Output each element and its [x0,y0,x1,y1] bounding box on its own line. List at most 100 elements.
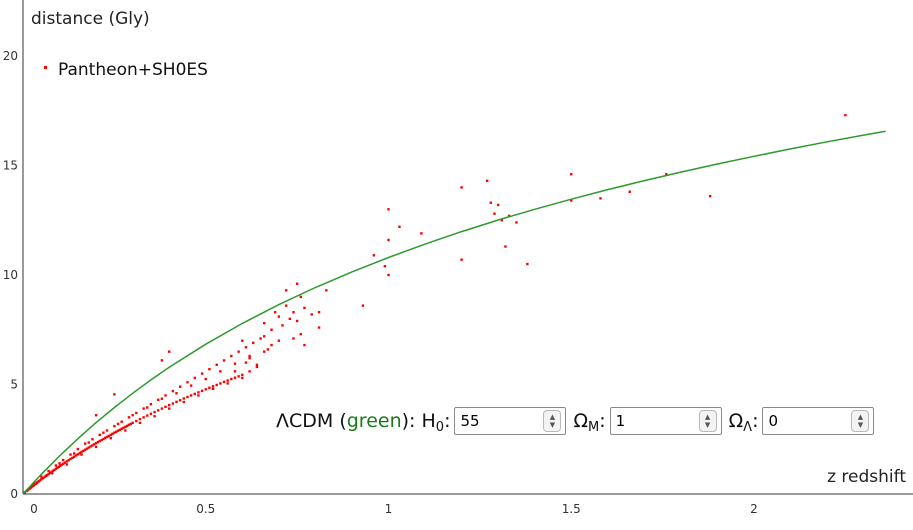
data-point [372,254,376,257]
chevron-up-icon[interactable]: ▲ [549,413,556,421]
data-point [48,471,52,475]
data-point [186,395,189,399]
data-point [500,219,504,222]
y-axis-title: distance (Gly) [31,9,150,29]
omega-m-spinner[interactable]: 1 ▲ ▼ [609,407,722,435]
data-point [38,479,42,482]
data-point [193,392,196,396]
data-point [118,428,122,432]
data-point [489,201,493,204]
data-point [310,313,313,316]
data-point [292,337,295,340]
data-point [266,348,270,351]
data-point [58,462,61,465]
data-point [175,400,178,404]
chevron-up-icon[interactable]: ▲ [857,413,864,421]
data-point [89,445,92,448]
chevron-down-icon[interactable]: ▼ [704,421,711,429]
data-point [69,453,72,456]
data-point [142,407,145,410]
data-point [96,440,100,444]
chevron-up-icon[interactable]: ▲ [704,413,711,421]
data-point [113,424,116,428]
data-point [211,387,215,391]
data-point [241,339,244,342]
h0-input[interactable]: 55 [460,412,480,430]
data-point [496,203,500,207]
data-point [295,282,299,285]
omega-m-stepper-buttons[interactable]: ▲ ▼ [698,410,717,432]
data-point [142,416,145,419]
data-point [270,343,273,347]
data-point [420,232,423,235]
data-point [303,343,306,347]
data-point [219,382,222,385]
data-point [65,460,69,463]
data-point [47,469,50,473]
data-point [104,436,107,440]
y-tick-label: 20 [3,49,18,63]
data-point [67,459,70,462]
data-point [230,354,233,358]
data-point [277,315,281,318]
data-point [175,392,178,395]
h0-spinner[interactable]: 55 ▲ ▼ [454,407,567,435]
data-point [72,452,76,455]
data-point [252,341,255,345]
y-tick-label: 15 [3,159,18,173]
data-point [241,376,244,380]
data-point [85,447,89,450]
data-point [94,445,98,449]
data-point [83,442,87,445]
data-point [204,388,207,391]
data-point [208,367,211,371]
omega-lambda-spinner[interactable]: 0 ▲ ▼ [762,407,875,435]
chevron-down-icon[interactable]: ▼ [549,421,556,429]
data-point [178,399,182,402]
data-point [59,464,62,467]
data-point [45,473,49,477]
data-point [54,467,58,471]
data-point [665,173,668,176]
x-axis-title: z redshift [827,467,906,487]
data-point [91,444,94,447]
omega-lambda-label: Ω [728,410,744,432]
data-point [317,326,321,329]
data-point [131,421,134,425]
omega-m-subscript: M [588,419,600,435]
data-point [303,306,306,310]
data-point [83,448,87,451]
h0-colon: : [444,410,451,432]
data-point [215,363,218,366]
data-point [116,422,120,426]
omega-lambda-stepper-buttons[interactable]: ▲ ▼ [851,410,870,432]
data-point [193,376,196,380]
omega-lambda-input[interactable]: 0 [768,412,779,430]
data-point [78,452,81,455]
data-point [189,384,193,387]
data-point [299,332,302,336]
data-point [383,265,387,268]
data-point [504,245,507,248]
data-point [124,425,127,428]
h0-stepper-buttons[interactable]: ▲ ▼ [543,410,562,432]
data-point [460,258,463,261]
data-point [57,465,61,469]
data-point [219,370,222,373]
omega-m-input[interactable]: 1 [615,412,626,430]
data-point [237,350,240,353]
h0-label: ): H [401,410,436,432]
data-point [277,339,281,342]
data-point [299,295,302,299]
legend-label: Pantheon+SH0ES [58,60,208,80]
omega-m-label: Ω [573,410,588,432]
x-tick-label: 2 [750,502,758,516]
data-point [255,363,259,366]
data-point [62,458,65,462]
data-point [153,415,156,418]
data-point [204,377,207,381]
data-point [80,453,83,456]
data-point [149,403,153,406]
data-point [105,429,109,432]
chevron-down-icon[interactable]: ▼ [857,421,864,429]
